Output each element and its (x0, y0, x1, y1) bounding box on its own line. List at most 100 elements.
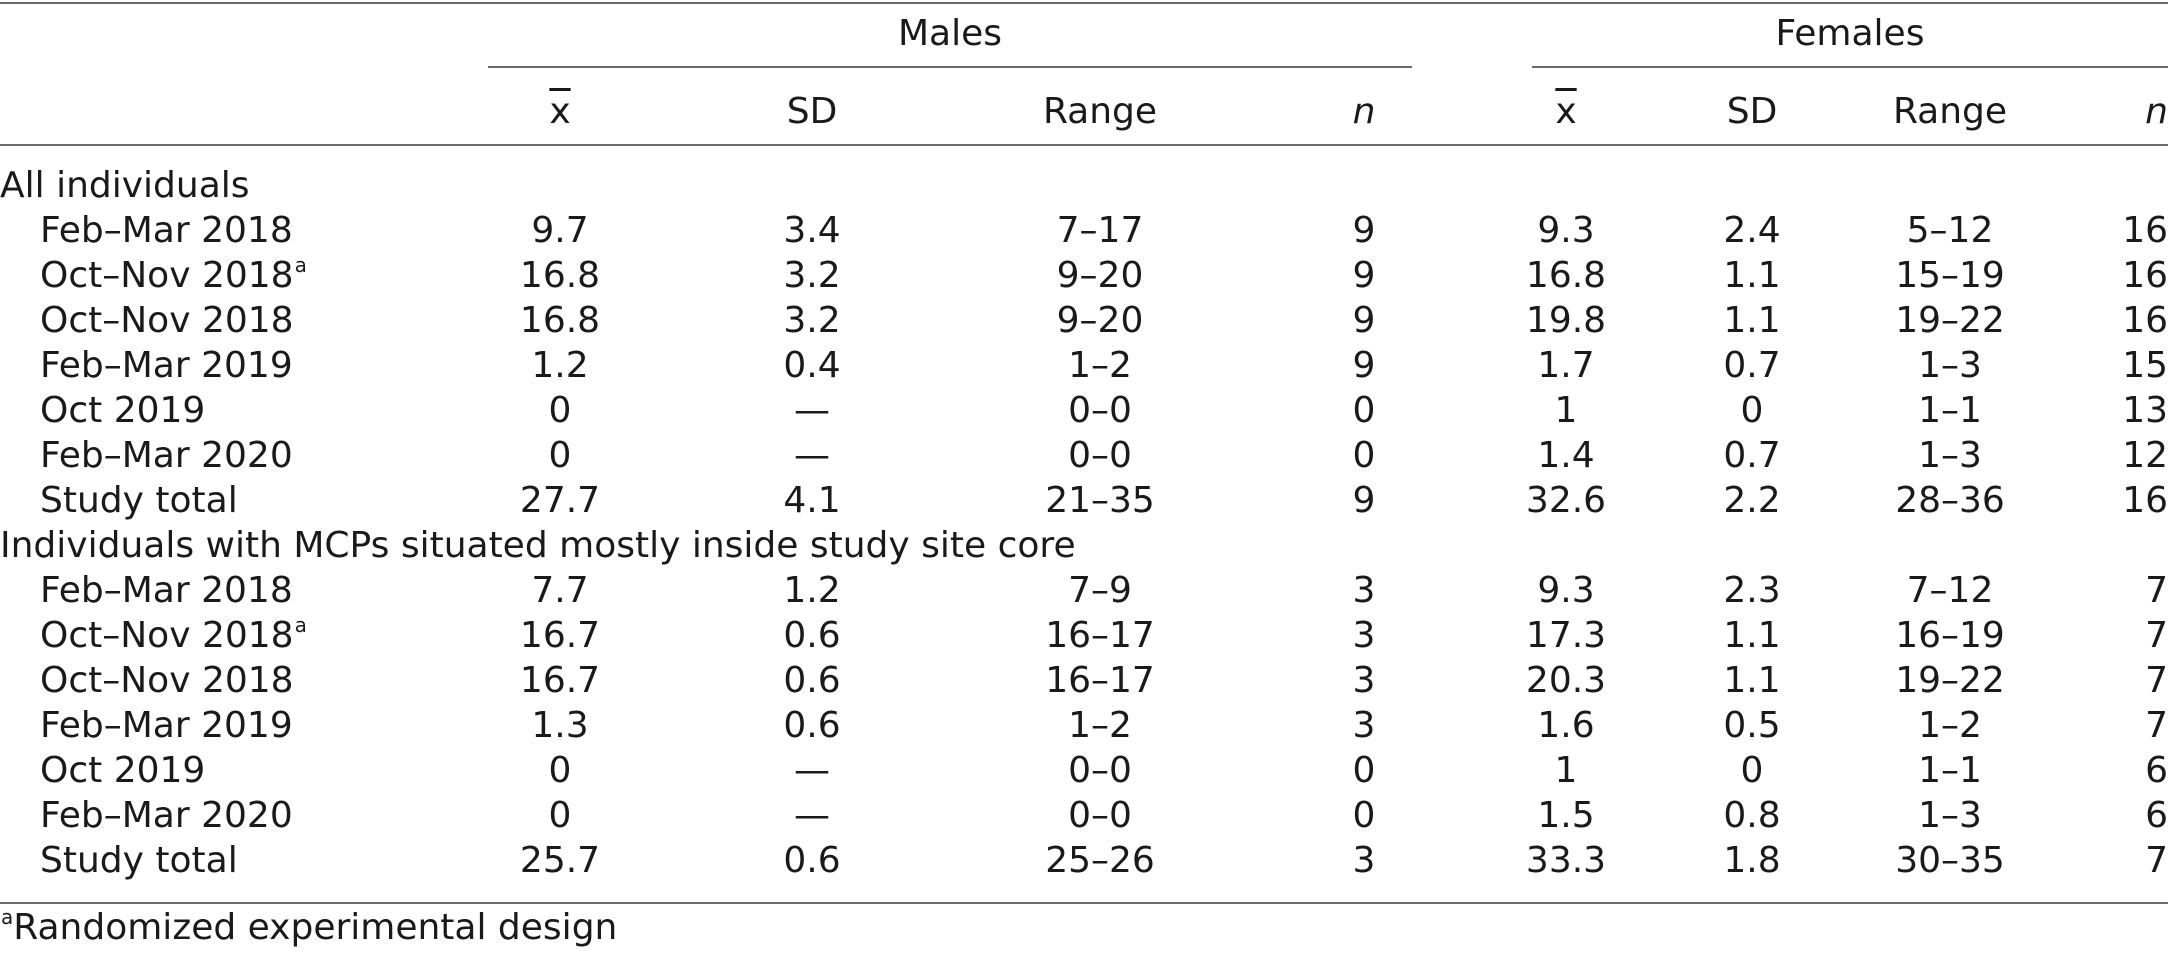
males-sd-cell: 0.6 (783, 660, 841, 701)
females-n-cell: 6 (2145, 750, 2168, 791)
males-mean-cell: 16.7 (519, 660, 601, 701)
row-label-text: Oct–Nov 2018 (40, 255, 294, 296)
females-range-cell: 1–1 (1918, 390, 1982, 431)
males-sd-cell: 0.6 (783, 615, 841, 656)
males-n-cell: 0 (1352, 795, 1376, 836)
females-range-cell: 30–35 (1895, 840, 2005, 881)
females-sd-cell: 1.8 (1723, 840, 1781, 881)
females-mean-cell: 1.6 (1537, 705, 1595, 746)
row-label-text: Study total (40, 840, 238, 881)
females-sd-cell: 2.2 (1723, 480, 1781, 521)
males-range-cell: 7–17 (1056, 210, 1144, 251)
males-mean-cell: 16.8 (519, 300, 601, 341)
females-col-header-sd: SD (1726, 91, 1778, 132)
males-n-cell: 9 (1352, 255, 1376, 296)
females-col-header-n: n (2145, 91, 2168, 132)
females-mean-cell: 9.3 (1537, 570, 1595, 611)
females-mean-cell: 9.3 (1537, 210, 1595, 251)
females-range-cell: 15–19 (1895, 255, 2005, 296)
females-mean-cell: 1.7 (1537, 345, 1595, 386)
footnote-marker: a (294, 613, 307, 637)
row-label: Feb–Mar 2020 (40, 434, 293, 478)
males-mean-cell: 0 (548, 390, 572, 431)
row-label-text: Oct–Nov 2018 (40, 660, 294, 701)
females-mean-cell: 1.4 (1537, 435, 1595, 476)
males-n-cell: 0 (1352, 435, 1376, 476)
females-n-cell: 16 (2122, 255, 2168, 296)
females-n-cell: 16 (2122, 480, 2168, 521)
females-range-cell: 19–22 (1895, 660, 2005, 701)
row-label: Feb–Mar 2019 (40, 704, 293, 748)
males-mean-cell: 1.3 (531, 705, 589, 746)
females-range-cell: 7–12 (1906, 570, 1994, 611)
males-mean-cell: 16.7 (519, 615, 601, 656)
males-range-cell: 0–0 (1068, 750, 1132, 791)
females-mean-cell: 1 (1554, 390, 1578, 431)
row-label-text: Oct–Nov 2018 (40, 615, 294, 656)
males-n-cell: 3 (1352, 705, 1376, 746)
section-title: All individuals (0, 165, 250, 206)
row-label: Feb–Mar 2020 (40, 794, 293, 838)
row-label: Feb–Mar 2019 (40, 344, 293, 388)
males-range-cell: 16–17 (1045, 660, 1155, 701)
females-n-cell: 16 (2122, 300, 2168, 341)
row-label-text: Feb–Mar 2019 (40, 705, 293, 746)
males-sd-cell: 1.2 (783, 570, 841, 611)
males-range-cell: 1–2 (1068, 705, 1132, 746)
footnote-text: Randomized experimental design (13, 907, 618, 948)
males-n-cell: 3 (1352, 615, 1376, 656)
males-mean-cell: 9.7 (531, 210, 589, 251)
males-mean-cell: 25.7 (519, 840, 601, 881)
males-range-cell: 7–9 (1068, 570, 1132, 611)
females-sd-cell: 0.5 (1723, 705, 1781, 746)
males-sd-cell: — (794, 390, 830, 431)
males-sd-cell: — (794, 795, 830, 836)
females-mean-cell: 17.3 (1525, 615, 1607, 656)
top-rule (0, 2, 2168, 4)
males-n-cell: 3 (1352, 570, 1376, 611)
males-n-cell: 3 (1352, 660, 1376, 701)
females-sd-cell: 0.7 (1723, 435, 1781, 476)
males-sd-cell: 3.4 (783, 210, 841, 251)
males-sd-cell: 0.4 (783, 345, 841, 386)
males-mean-cell: 0 (548, 750, 572, 791)
females-n-cell: 7 (2145, 570, 2168, 611)
females-sd-cell: 2.4 (1723, 210, 1781, 251)
table-bottom-rule (0, 902, 2168, 904)
males-sd-cell: — (794, 750, 830, 791)
females-n-cell: 7 (2145, 840, 2168, 881)
males-n-cell: 3 (1352, 840, 1376, 881)
males-col-header-sd: SD (786, 91, 838, 132)
males-sd-cell: 3.2 (783, 255, 841, 296)
row-label-text: Study total (40, 480, 238, 521)
row-label-text: Oct–Nov 2018 (40, 300, 294, 341)
section-title: Individuals with MCPs situated mostly in… (0, 525, 1076, 566)
males-n-cell: 9 (1352, 300, 1376, 341)
males-n-cell: 9 (1352, 345, 1376, 386)
males-range-cell: 9–20 (1056, 255, 1144, 296)
females-mean-cell: 1.5 (1537, 795, 1595, 836)
males-sd-cell: 3.2 (783, 300, 841, 341)
females-n-cell: 15 (2122, 345, 2168, 386)
males-mean-cell: 7.7 (531, 570, 589, 611)
males-range-cell: 16–17 (1045, 615, 1155, 656)
females-range-cell: 16–19 (1895, 615, 2005, 656)
row-label: Oct–Nov 2018 (40, 299, 294, 343)
males-mean-cell: 16.8 (519, 255, 601, 296)
row-label-text: Oct 2019 (40, 750, 206, 791)
females-group-header: Females (1775, 13, 1925, 54)
males-sd-cell: 0.6 (783, 840, 841, 881)
males-mean-cell: 1.2 (531, 345, 589, 386)
females-range-cell: 1–3 (1918, 435, 1982, 476)
females-n-cell: 12 (2122, 435, 2168, 476)
row-label: Oct 2019 (40, 749, 205, 793)
males-group-header: Males (897, 13, 1003, 54)
females-n-cell: 16 (2122, 210, 2168, 251)
females-range-cell: 1–3 (1918, 795, 1982, 836)
males-range-cell: 21–35 (1045, 480, 1155, 521)
footnote-marker: a (294, 253, 307, 277)
row-label: Oct–Nov 2018a (40, 254, 307, 298)
row-label: Study total (40, 839, 238, 883)
females-mean-cell: 32.6 (1525, 480, 1607, 521)
females-range-cell: 19–22 (1895, 300, 2005, 341)
